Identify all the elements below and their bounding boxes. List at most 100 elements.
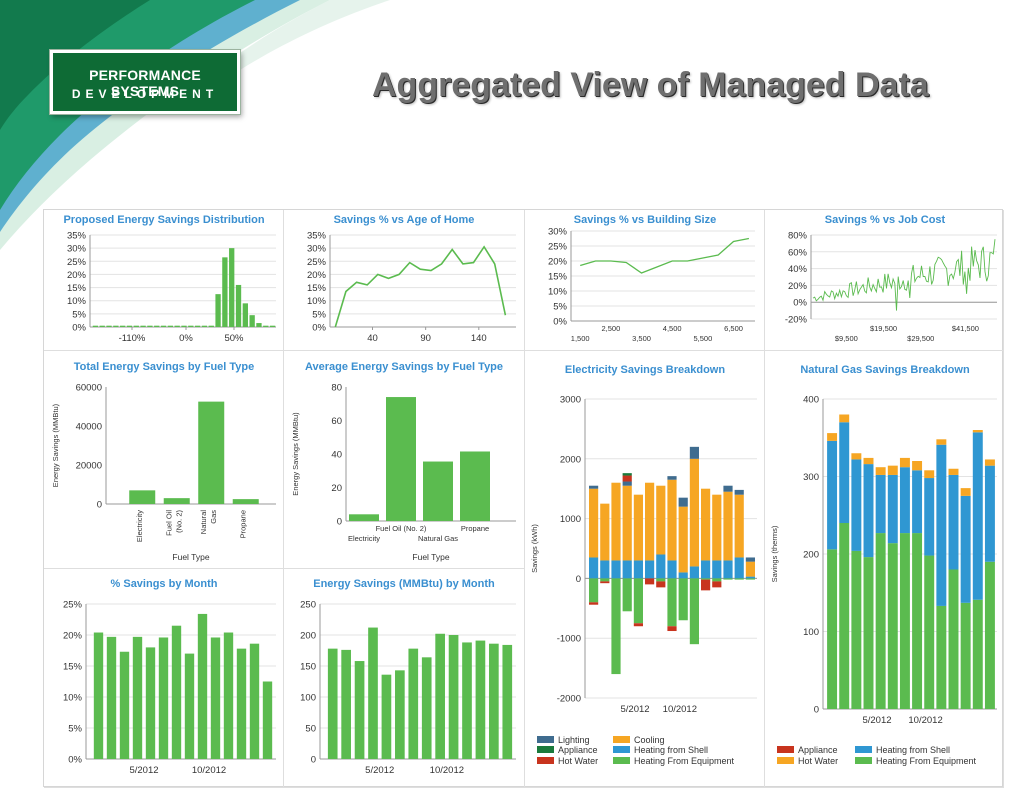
stack-segment (948, 569, 959, 709)
histogram-bar (160, 325, 167, 327)
fuel-bar (423, 461, 453, 521)
histogram-bar (242, 303, 248, 327)
legend-swatch (537, 757, 554, 764)
x-tick-label: 5,500 (693, 334, 712, 343)
legend-swatch (777, 746, 794, 753)
stack-segment (745, 576, 755, 579)
histogram-bar (215, 294, 221, 327)
panel-savings-vs-age: Savings % vs Age of Home 35% 30% 25% 20% 15% 1… (284, 210, 525, 351)
stack-segment (863, 464, 874, 558)
x-tick-label: 10/2012 (908, 715, 942, 726)
month-bar (341, 649, 351, 759)
y-tick-label: 150 (300, 662, 316, 673)
chart-title: Electricity Savings Breakdown (565, 364, 725, 376)
stack-segment (851, 459, 862, 551)
x-tick-label: $41,500 (952, 324, 979, 333)
y-tick-label: 200 (803, 550, 819, 561)
legend-swatch (777, 757, 794, 764)
histogram-bar (256, 323, 262, 327)
stack-segment (734, 494, 744, 558)
x-tick-label: -110% (119, 333, 146, 344)
panel-gas-breakdown: Natural Gas Savings Breakdown 400 300 200 10… (765, 351, 1004, 788)
x-tick-label: 2,500 (601, 324, 620, 333)
stack-segment (875, 467, 886, 475)
x-tick-label: 50% (224, 333, 244, 344)
stack-segment (723, 578, 733, 580)
histogram-bar (194, 325, 201, 327)
y-tick-label: 30% (67, 244, 87, 255)
histogram-bar (249, 315, 255, 327)
y-tick-label: 0 (337, 517, 342, 528)
x-tick-label: 6,500 (724, 324, 743, 333)
stack-segment (936, 439, 947, 445)
y-tick-label: 5% (68, 724, 82, 735)
y-tick-label: 0 (97, 500, 102, 511)
stack-segment (645, 560, 655, 579)
stack-segment (600, 503, 610, 561)
x-tick-label: 10/2012 (192, 765, 226, 776)
stack-segment (689, 446, 699, 459)
month-bar (171, 625, 182, 759)
stack-segment (689, 578, 699, 645)
category-label: Natural (199, 510, 208, 535)
stack-segment (924, 555, 935, 709)
stack-segment (701, 560, 711, 579)
month-bar (158, 637, 169, 759)
stack-segment (712, 578, 722, 582)
fuel-bar (129, 490, 156, 504)
stack-segment (600, 578, 610, 582)
y-tick-label: 250 (300, 600, 316, 611)
month-bar (421, 657, 432, 759)
month-bar (448, 635, 459, 759)
stack-segment (948, 468, 959, 475)
stack-segment (827, 440, 838, 550)
y-tick-label: 40 (331, 450, 342, 461)
x-tick-label: 3,500 (632, 334, 651, 343)
category-label: Electricity (348, 534, 380, 543)
stack-segment (936, 605, 947, 709)
histogram-bar (229, 248, 235, 327)
x-axis-label: Fuel Type (412, 552, 449, 562)
histogram-bar (208, 325, 214, 327)
stack-segment (633, 560, 643, 579)
stack-segment (656, 485, 666, 555)
chart-savings-vs-size: Savings % vs Building Size 30% 25% 20% 15% 10… (548, 214, 755, 343)
month-bar (223, 632, 234, 759)
stack-segment (984, 465, 995, 562)
y-tick-label: 60 (331, 416, 342, 427)
logo-line-1: PERFORMANCE SYSTEMS (89, 67, 201, 99)
chart-savings-vs-cost: Savings % vs Job Cost 80% 60% 40% 20% 0% -20% $… (785, 214, 997, 343)
chart-title: Savings % vs Job Cost (825, 214, 946, 226)
stack-segment (656, 554, 666, 579)
y-axis-label: Energy Savings (MMBtu) (291, 412, 300, 496)
month-bar (435, 633, 445, 759)
y-tick-label: 5% (553, 302, 567, 313)
y-tick-label: 20% (307, 270, 327, 281)
stack-segment (924, 470, 935, 479)
stack-segment (656, 581, 666, 588)
y-tick-label: 0% (553, 317, 567, 328)
stack-segment (712, 560, 722, 579)
stack-segment (723, 560, 733, 579)
y-tick-label: -1000 (557, 634, 581, 645)
y-tick-label: 0% (72, 323, 86, 334)
y-tick-label: -2000 (557, 694, 581, 705)
chart-total-by-fuel: Total Energy Savings by Fuel Type 60000 40… (51, 361, 276, 562)
histogram-bar (222, 257, 228, 327)
company-logo: PERFORMANCE SYSTEMS DEVELOPMENT (50, 50, 240, 114)
dashboard-grid: Proposed Energy Savings Distribution 35% 3… (43, 209, 1004, 788)
month-bar (262, 681, 273, 759)
stack-segment (984, 561, 995, 709)
stack-segment (701, 488, 711, 561)
y-tick-label: 10% (548, 287, 568, 298)
month-bar (119, 651, 130, 759)
histogram-bar (181, 325, 187, 327)
month-bar (395, 670, 405, 759)
x-tick-label: 0% (179, 333, 193, 344)
histogram-bar (126, 325, 133, 327)
y-tick-label: 0% (68, 755, 82, 766)
fuel-bar (386, 397, 416, 521)
chart-savings-distribution: Proposed Energy Savings Distribution 35% 3… (63, 214, 276, 344)
stack-segment (667, 479, 677, 561)
series-line (580, 237, 750, 274)
